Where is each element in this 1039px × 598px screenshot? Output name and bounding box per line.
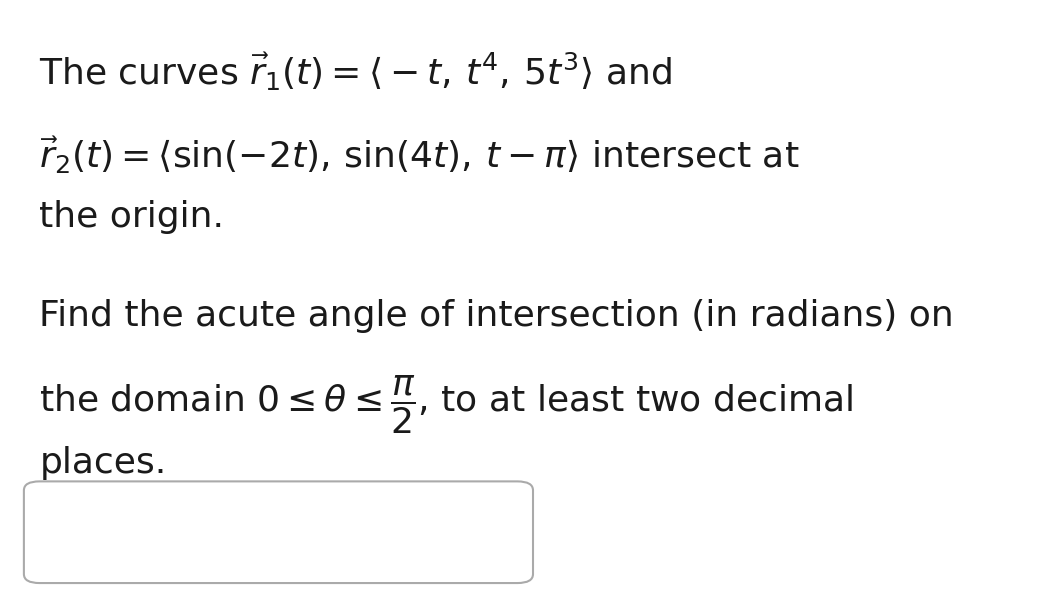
Text: The curves $\vec{r}_1(t) = \langle -t,\, t^4,\, 5t^3 \rangle$ and: The curves $\vec{r}_1(t) = \langle -t,\,… <box>39 51 672 93</box>
Text: the domain $0 \leq \theta \leq \dfrac{\pi}{2}$, to at least two decimal: the domain $0 \leq \theta \leq \dfrac{\p… <box>39 374 854 436</box>
Text: Find the acute angle of intersection (in radians) on: Find the acute angle of intersection (in… <box>39 299 954 333</box>
FancyBboxPatch shape <box>24 481 533 583</box>
Text: the origin.: the origin. <box>39 200 224 234</box>
Text: $\vec{r}_2(t) = \langle \sin(-2t),\, \sin(4t),\, t - \pi \rangle$ intersect at: $\vec{r}_2(t) = \langle \sin(-2t),\, \si… <box>39 135 800 176</box>
Text: places.: places. <box>39 446 166 480</box>
